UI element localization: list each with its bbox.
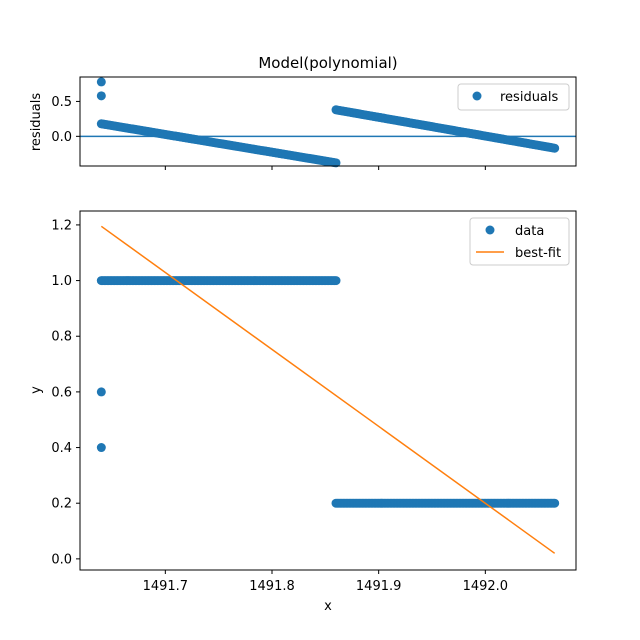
residuals-ytick-label: 0.5 [51, 95, 72, 110]
residuals-series-residuals-point [550, 143, 560, 153]
residuals-series-residuals [96, 77, 560, 168]
fit-axes: x y 1491.7 1491.8 1491.9 1492.0 0.0 0.2 0.4 0.6… [29, 210, 577, 614]
fit-series-data [96, 276, 560, 508]
residuals-ytick-label: 0.0 [51, 130, 72, 145]
fit-series-data-point [96, 387, 106, 397]
residuals-series-residuals-point [96, 91, 106, 101]
fit-ytick-label: 1.0 [51, 274, 72, 289]
fit-ytick-label: 1.2 [51, 218, 72, 233]
fit-legend-data-marker [485, 225, 495, 235]
fit-xtick-label: 1491.9 [356, 579, 402, 594]
fit-ytick-label: 0.4 [51, 441, 72, 456]
fit-series-best-fit-line [100, 225, 556, 554]
fit-series-data-point [550, 498, 560, 508]
fit-ytick-label: 0.0 [51, 552, 72, 567]
fit-axes-frame [79, 210, 577, 571]
residuals-series-residuals-point [96, 77, 106, 87]
residuals-legend: residuals [457, 83, 570, 111]
fit-ytick-label: 0.2 [51, 497, 72, 512]
fit-plot-area: 1491.7 1491.8 1491.9 1492.0 0.0 0.2 0.4 0.6 0.8 1… [51, 210, 577, 594]
residuals-legend-marker [472, 91, 482, 101]
fit-legend-bestfit-label: best-fit [515, 246, 561, 261]
fit-ytick-label: 0.8 [51, 330, 72, 345]
residuals-title: Model(polynomial) [258, 54, 397, 72]
residuals-ylabel: residuals [29, 93, 44, 152]
fit-legend-frame [469, 217, 570, 266]
fit-legend-data-label: data [515, 224, 544, 239]
fit-series-best-fit [100, 225, 556, 554]
residuals-legend-label: residuals [500, 90, 559, 105]
fit-ytick-label: 0.6 [51, 385, 72, 400]
residuals-series-residuals-point [331, 158, 341, 168]
fit-ylabel: y [29, 386, 44, 394]
fit-legend: data best-fit [469, 217, 570, 266]
fit-series-data-point [96, 443, 106, 453]
fit-xtick-label: 1491.8 [249, 579, 295, 594]
residuals-axes-frame [79, 76, 577, 167]
residuals-axes: Model(polynomial) residuals 0.0 0.5 resid… [29, 54, 577, 170]
fit-xtick-label: 1491.7 [143, 579, 189, 594]
residuals-plot-area: 0.0 0.5 [51, 76, 577, 170]
fit-series-data-point [331, 276, 341, 286]
fit-xlabel: x [324, 599, 332, 614]
residuals-legend-frame [457, 83, 570, 111]
fit-xtick-label: 1492.0 [463, 579, 509, 594]
